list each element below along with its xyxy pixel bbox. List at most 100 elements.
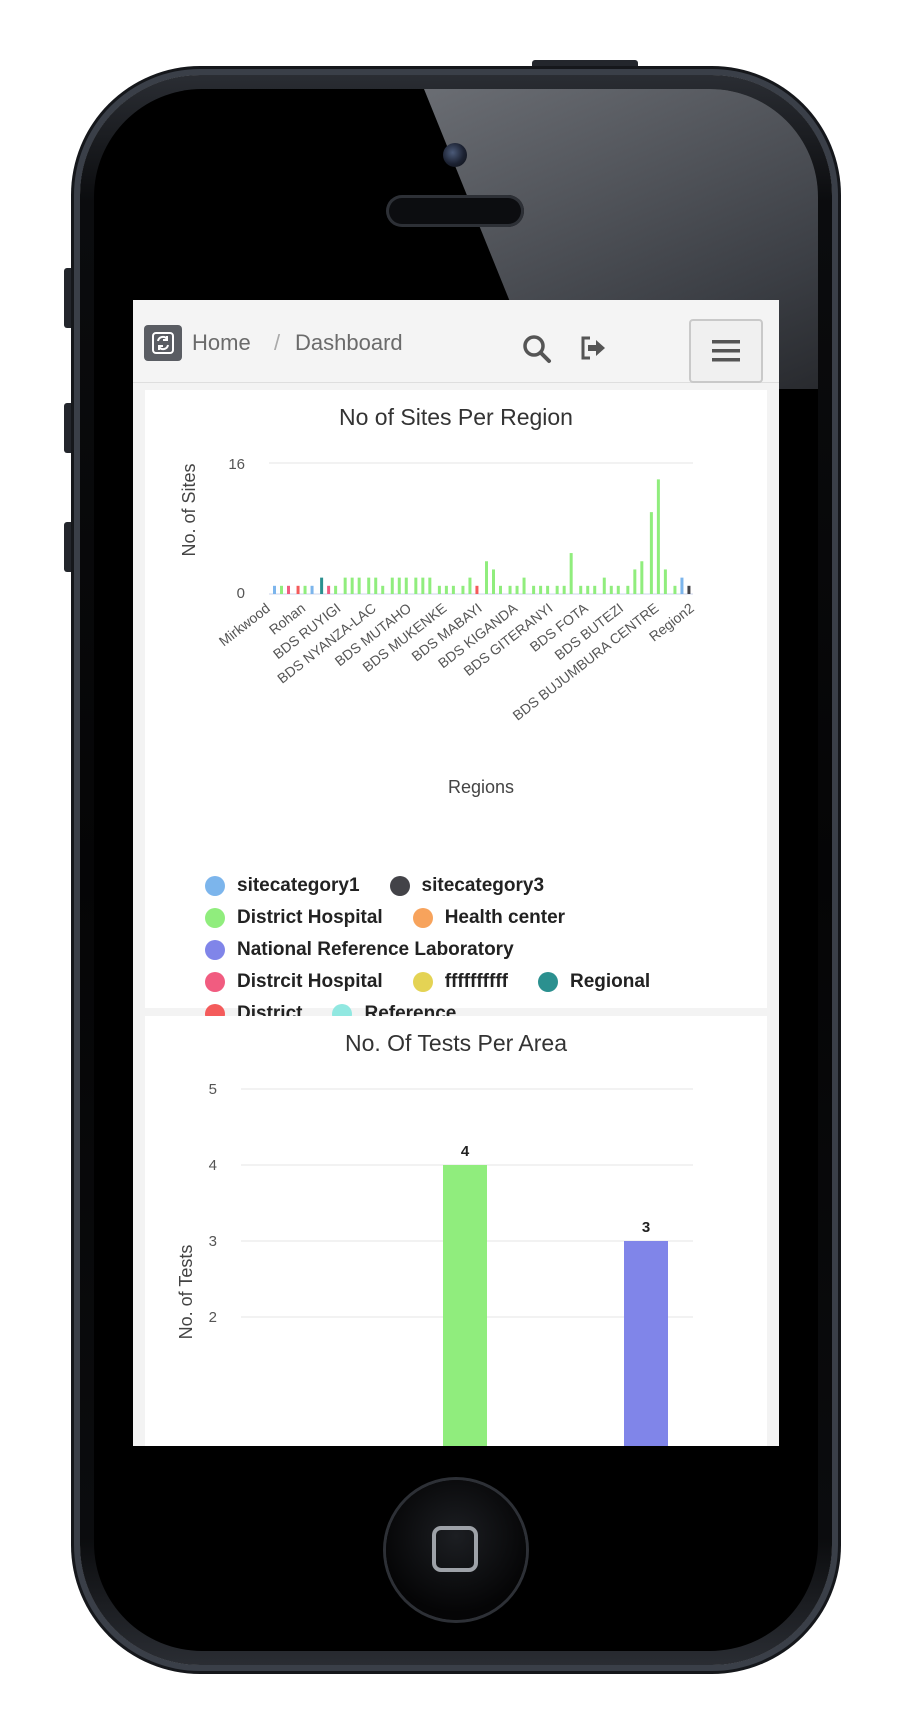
bar[interactable] [532,585,536,594]
bar[interactable] [468,577,472,594]
bar[interactable] [586,585,590,594]
bar[interactable] [609,585,613,594]
bar[interactable] [640,561,644,594]
menu-button[interactable] [689,319,763,383]
bar[interactable] [515,585,519,594]
chart2-bars: 43 [443,1143,668,1446]
bar[interactable] [404,577,408,594]
bar[interactable] [602,577,606,594]
bar[interactable] [414,577,418,594]
bar[interactable] [539,585,543,594]
legend-label: sitecategory1 [237,875,360,896]
bar[interactable] [673,585,677,594]
chart1-x-axis-label: Regions [448,777,514,797]
data-label: 3 [642,1219,650,1236]
bar[interactable] [444,585,448,594]
bar[interactable] [381,585,385,594]
bar[interactable] [327,585,331,594]
bar[interactable] [350,577,354,594]
bar[interactable] [287,585,290,594]
bar[interactable] [303,585,307,594]
legend-item-ffffffffff[interactable]: ffffffffff [412,971,508,993]
bar[interactable] [593,585,597,594]
chart1-title: No of Sites Per Region [339,404,573,430]
hamburger-icon [712,340,740,362]
legend-label: National Reference Laboratory [237,939,514,960]
bar[interactable] [633,569,637,594]
mute-switch [64,268,74,328]
x-tick-label: Mirkwood [216,600,273,649]
home-button[interactable] [386,1480,526,1620]
refresh-button[interactable] [144,325,182,361]
bar[interactable] [397,577,401,594]
legend-label: Regional [569,971,651,992]
bar[interactable] [626,585,630,594]
bar[interactable] [451,585,455,594]
legend-item-district-hospital[interactable]: District Hospital [205,907,383,929]
legend-item-health-center[interactable]: Health center [412,907,566,929]
bar[interactable] [310,585,314,594]
legend-label: District Hospital [237,907,383,928]
legend-dot [412,972,433,992]
bar[interactable] [357,577,361,594]
legend-label: Health center [444,907,566,928]
bar[interactable] [475,585,479,594]
bar[interactable] [296,585,300,594]
chart2-y-axis-label: No. of Tests [176,1245,196,1340]
svg-text:No. of Sites: No. of Sites [179,463,199,556]
bar[interactable] [562,585,566,594]
bar[interactable] [569,553,573,594]
bar[interactable] [320,577,324,594]
legend-item-regional[interactable]: Regional [537,971,651,993]
bar[interactable] [334,585,338,594]
legend-dot [205,876,225,896]
bar[interactable] [522,577,526,594]
legend-dot [412,908,433,928]
bar[interactable] [485,561,488,594]
bar[interactable] [367,577,371,594]
bar[interactable] [663,569,667,594]
sites-per-region-panel: No of Sites Per Region No. of Sites 16 0… [145,390,767,1024]
bar[interactable] [687,585,691,594]
bar[interactable] [656,479,660,594]
legend-dot [537,972,558,992]
legend-item-distrcit-hospital[interactable]: Distrcit Hospital [205,971,383,993]
y-tick-label: 5 [209,1081,217,1098]
legend-label: ffffffffff [444,971,508,992]
bar[interactable] [499,585,502,594]
bar[interactable] [443,1165,487,1446]
breadcrumb-home[interactable]: Home [192,330,251,355]
bar[interactable] [461,585,465,594]
bar[interactable] [616,585,620,594]
home-square-icon [432,1526,478,1572]
search-icon[interactable] [522,334,552,364]
bar[interactable] [546,585,550,594]
bar[interactable] [624,1241,668,1446]
bar[interactable] [579,585,583,594]
legend-item-sitecategory1[interactable]: sitecategory1 [205,875,360,897]
chart2-title: No. Of Tests Per Area [344,1030,567,1056]
bar[interactable] [649,512,653,594]
bar[interactable] [492,569,495,594]
bar[interactable] [280,585,283,594]
bar[interactable] [508,585,512,594]
bar[interactable] [428,577,432,594]
bar[interactable] [343,577,347,594]
volume-down-button [64,522,74,572]
earpiece-speaker [386,195,524,227]
bar[interactable] [390,577,394,594]
legend-item-national-reference-laboratory[interactable]: National Reference Laboratory [205,939,514,961]
breadcrumb-separator: / [274,330,281,355]
bar[interactable] [680,577,684,594]
legend-item-sitecategory3[interactable]: sitecategory3 [389,875,544,897]
bar[interactable] [555,585,559,594]
bar[interactable] [273,585,276,594]
refresh-icon [152,332,174,354]
bar[interactable] [437,585,441,594]
logout-icon[interactable] [579,334,607,362]
front-camera [443,143,467,167]
bar[interactable] [374,577,378,594]
legend-label: Distrcit Hospital [237,971,383,992]
bar[interactable] [421,577,425,594]
